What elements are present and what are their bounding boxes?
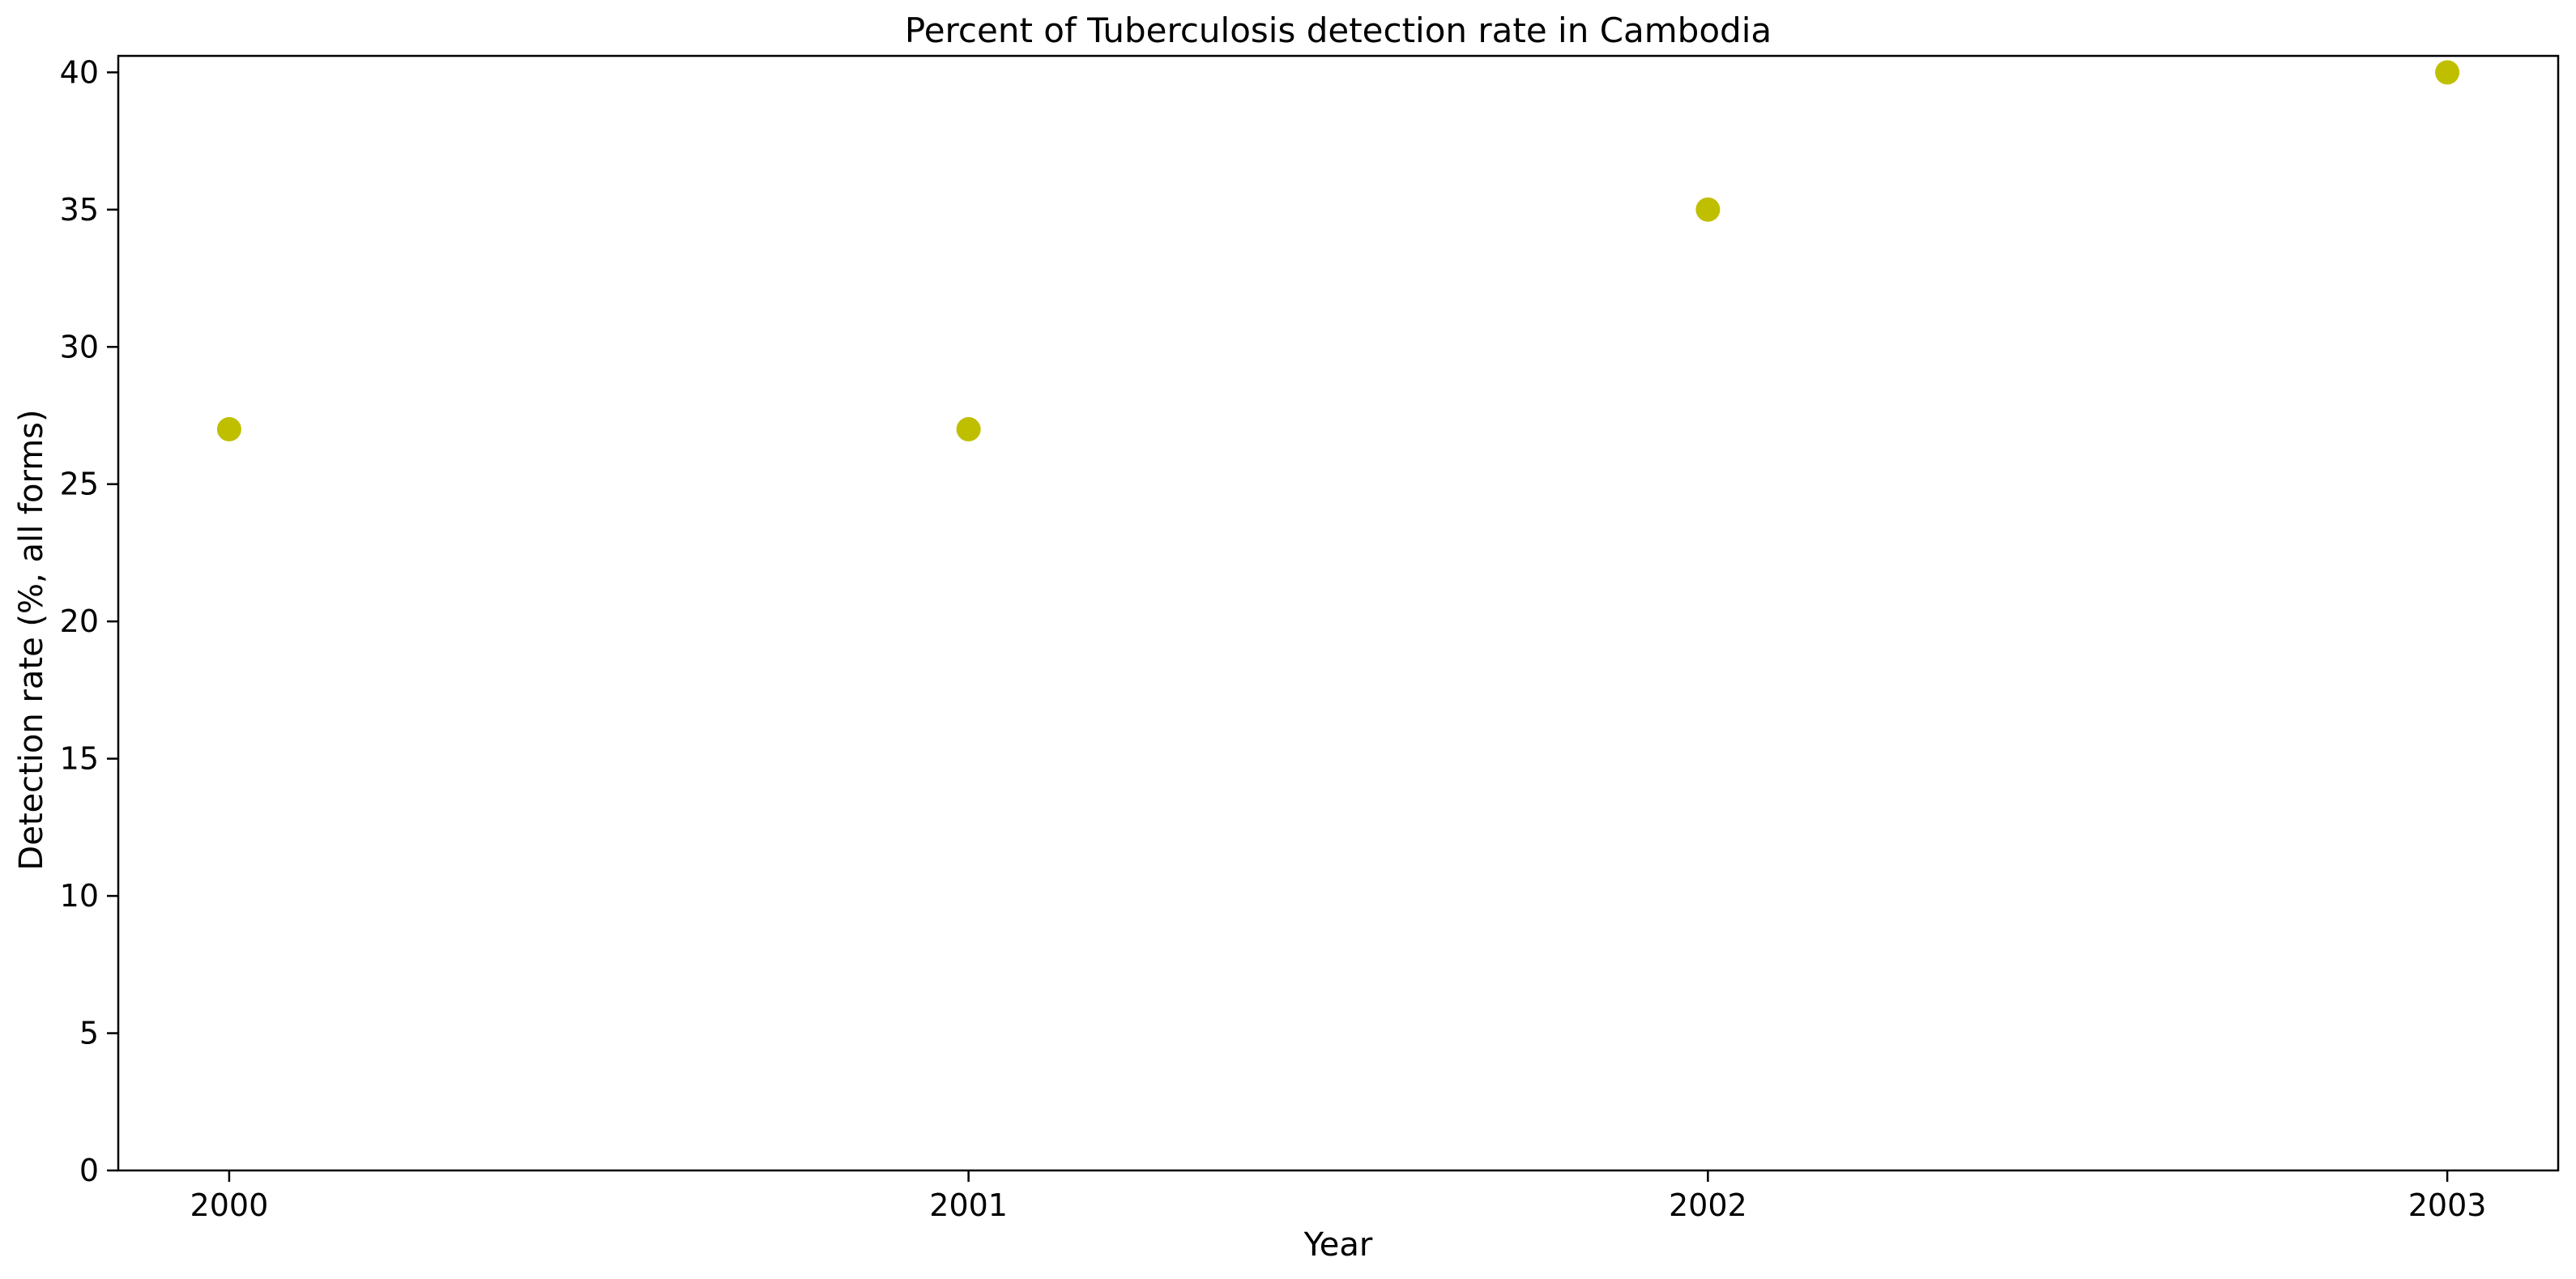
y-tick-label: 25 <box>60 467 99 502</box>
data-point <box>956 416 981 441</box>
x-axis-title: Year <box>1303 1226 1373 1264</box>
y-axis-ticks: 0 5 10 15 20 25 30 35 40 <box>60 54 118 1188</box>
data-points <box>216 60 2460 441</box>
x-axis-ticks: 2000 2001 2002 2003 <box>190 1170 2487 1223</box>
y-tick-label: 35 <box>60 192 99 228</box>
x-tick-label: 2002 <box>1669 1187 1747 1223</box>
y-axis-title: Detection rate (%, all forms) <box>13 409 50 870</box>
data-point <box>1695 197 1721 222</box>
data-point <box>216 416 241 441</box>
y-tick-label: 0 <box>79 1153 99 1188</box>
chart-title: Percent of Tuberculosis detection rate i… <box>905 11 1772 50</box>
x-tick-label: 2001 <box>929 1187 1008 1223</box>
y-tick-label: 20 <box>60 603 99 639</box>
y-tick-label: 30 <box>60 329 99 365</box>
y-tick-label: 40 <box>60 54 99 90</box>
y-tick-label: 10 <box>60 878 99 914</box>
data-point <box>2435 60 2460 85</box>
y-tick-label: 15 <box>60 741 99 777</box>
x-tick-label: 2003 <box>2408 1187 2487 1223</box>
x-tick-label: 2000 <box>190 1187 269 1223</box>
plot-area-frame <box>117 54 2560 1172</box>
y-tick-label: 5 <box>79 1016 99 1051</box>
